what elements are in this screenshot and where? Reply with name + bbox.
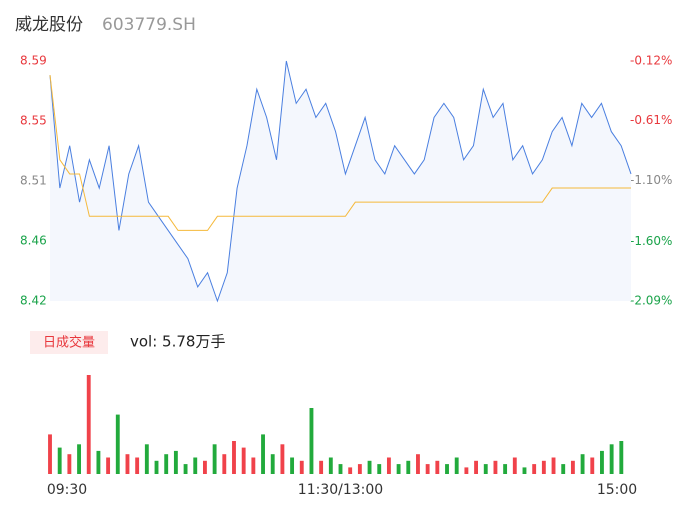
volume-bar: [600, 450, 604, 474]
volume-label: 日成交量: [43, 335, 95, 351]
y2-tick-label: -1.10%: [630, 173, 672, 187]
volume-bar: [309, 408, 314, 474]
volume-bar: [406, 460, 411, 474]
volume-bar: [570, 460, 575, 474]
volume-bar: [251, 457, 256, 474]
volume-bar: [154, 460, 159, 474]
volume-bar: [532, 464, 537, 474]
volume-bar: [106, 457, 111, 474]
price-line: [49, 60, 632, 303]
volume-bar: [416, 454, 420, 474]
volume-bar: [135, 457, 140, 474]
volume-bar: [367, 460, 372, 474]
volume-bar: [425, 464, 430, 474]
volume-bar: [115, 414, 120, 474]
volume-bar: [48, 434, 52, 474]
y2-tick-label: -1.60%: [630, 234, 672, 248]
volume-label-bg: [30, 331, 108, 354]
volume-summary: vol: 5.78万手: [130, 333, 225, 351]
volume-bar: [590, 457, 595, 474]
y2-tick-label: -2.09%: [630, 294, 672, 308]
volume-bar: [270, 454, 275, 474]
stock-code: 603779.SH: [102, 15, 196, 35]
y-tick-label: 8.55: [20, 114, 47, 128]
volume-bar: [609, 444, 614, 474]
volume-bar: [173, 450, 178, 474]
volume-bar: [328, 457, 333, 474]
volume-bar: [445, 464, 449, 474]
volume-bar: [212, 444, 217, 474]
volume-bar: [290, 457, 295, 474]
volume-bar: [57, 447, 62, 474]
volume-bar: [377, 464, 382, 474]
volume-bar: [67, 454, 72, 474]
volume-bar: [299, 460, 304, 474]
volume-bar: [512, 457, 517, 474]
volume-bar: [261, 434, 265, 474]
volume-bar: [464, 467, 469, 474]
volume-bar: [144, 444, 149, 474]
volume-bar: [86, 375, 91, 474]
x-tick-label: 11:30/13:00: [298, 482, 383, 498]
volume-bar: [522, 467, 527, 474]
volume-bar: [319, 460, 324, 474]
y2-tick-label: -0.12%: [630, 54, 672, 68]
volume-bar: [483, 464, 488, 474]
volume-bar: [96, 450, 101, 474]
x-tick-label: 15:00: [597, 482, 637, 498]
price-area: [50, 61, 631, 301]
stock-name: 威龙股份: [15, 15, 83, 35]
volume-bar: [357, 464, 362, 474]
volume-bar: [551, 457, 556, 474]
volume-bar: [348, 467, 353, 474]
volume-bar: [338, 464, 343, 474]
volume-bar: [561, 464, 566, 474]
volume-bar: [580, 454, 585, 474]
volume-bar: [503, 464, 508, 474]
avg-line: [49, 75, 631, 231]
volume-bar: [619, 441, 624, 474]
volume-bar: [541, 460, 546, 474]
y-tick-label: 8.59: [20, 54, 47, 68]
volume-bar: [241, 447, 246, 474]
volume-bar: [493, 460, 498, 474]
y2-tick-label: -0.61%: [630, 113, 672, 127]
volume-bar: [164, 454, 169, 474]
volume-bar: [202, 460, 207, 474]
volume-bar: [474, 460, 479, 474]
volume-bar: [183, 464, 188, 474]
volume-bar: [280, 444, 285, 474]
volume-bar: [193, 457, 198, 474]
volume-bar: [396, 464, 401, 474]
x-tick-label: 09:30: [47, 482, 87, 498]
volume-bar: [77, 444, 81, 474]
volume-bar: [454, 457, 459, 474]
y-tick-label: 8.42: [20, 294, 47, 308]
volume-bar: [222, 454, 227, 474]
volume-bar: [386, 457, 391, 474]
volume-bar: [232, 441, 236, 474]
y-tick-label: 8.51: [20, 174, 47, 188]
y-tick-label: 8.46: [20, 234, 47, 248]
volume-bar: [435, 460, 440, 474]
volume-bar: [125, 454, 130, 474]
